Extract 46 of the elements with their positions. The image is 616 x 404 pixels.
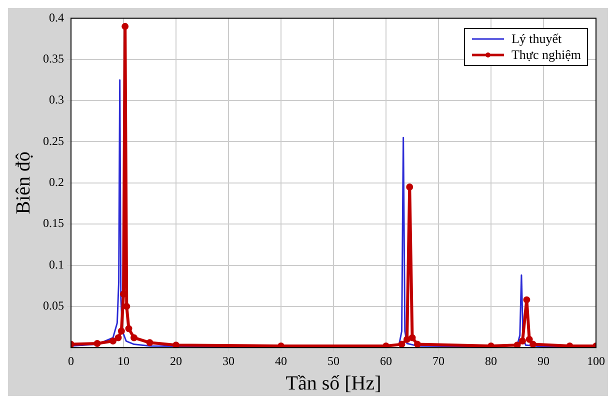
legend-label: Lý thuyết <box>511 31 562 47</box>
point <box>146 339 154 346</box>
y-tick-label: 0.35 <box>43 52 64 66</box>
y-tick-label: 0.1 <box>49 257 64 272</box>
x-tick-label: 30 <box>222 354 234 368</box>
y-tick-label: 0.2 <box>49 175 64 190</box>
point <box>125 325 132 332</box>
x-axis-title: Tần số [Hz] <box>286 372 382 394</box>
point <box>523 296 530 304</box>
point <box>408 334 416 342</box>
point <box>130 334 138 342</box>
point <box>94 340 101 347</box>
y-tick-label: 0.15 <box>43 216 64 230</box>
x-tick-label: 90 <box>538 354 550 368</box>
x-tick-label: 50 <box>328 354 340 368</box>
point <box>398 340 406 348</box>
legend-label: Thực nghiệm <box>511 47 581 63</box>
x-tick-label: 10 <box>118 354 130 368</box>
x-tick-label: 0 <box>68 354 74 368</box>
x-tick-label: 80 <box>485 354 497 368</box>
point <box>519 338 526 345</box>
point <box>114 334 122 342</box>
x-tick-label: 40 <box>275 354 287 368</box>
x-tick-label: 60 <box>380 354 392 368</box>
x-tick-label: 20 <box>170 354 182 368</box>
y-tick-label: 0.05 <box>43 298 64 313</box>
point <box>404 336 410 343</box>
point <box>530 340 536 348</box>
point <box>172 342 180 348</box>
point <box>526 336 533 343</box>
point <box>406 184 414 191</box>
point <box>382 342 390 348</box>
point <box>514 342 521 348</box>
point <box>122 22 129 30</box>
point <box>488 342 494 348</box>
point <box>414 340 421 348</box>
point <box>118 328 125 335</box>
y-tick-label: 0.3 <box>49 92 64 107</box>
point <box>566 342 574 348</box>
y-axis-title: Biên độ <box>12 152 34 214</box>
point <box>110 338 116 345</box>
x-tick-label: 70 <box>432 354 444 368</box>
point <box>123 302 130 310</box>
y-tick-label: 0.4 <box>49 10 64 24</box>
y-tick-label: 0.25 <box>43 134 64 148</box>
x-tick-label: 100 <box>587 354 605 368</box>
